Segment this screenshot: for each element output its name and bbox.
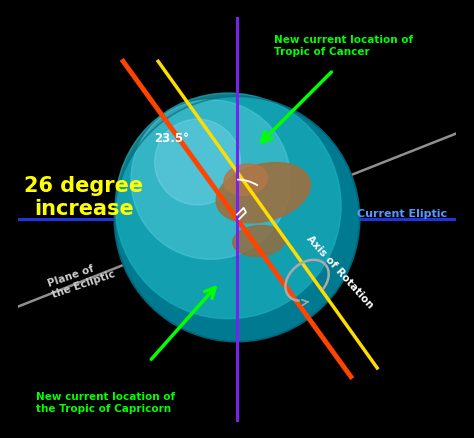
Ellipse shape [224,164,267,195]
Ellipse shape [233,226,285,256]
Text: New current location of
Tropic of Cancer: New current location of Tropic of Cancer [274,35,413,57]
Ellipse shape [216,162,310,223]
Circle shape [115,93,341,319]
Circle shape [114,96,360,342]
Circle shape [131,100,291,259]
Text: Plane of
the Ecliptic: Plane of the Ecliptic [46,258,116,300]
Text: 26 degree
increase: 26 degree increase [24,176,143,219]
Circle shape [155,119,240,205]
Text: 23.5°: 23.5° [154,132,189,145]
Text: New current location of
the Tropic of Capricorn: New current location of the Tropic of Ca… [36,392,174,414]
Text: Axis of Rotation: Axis of Rotation [305,234,375,311]
Text: Current Eliptic: Current Eliptic [357,209,447,219]
